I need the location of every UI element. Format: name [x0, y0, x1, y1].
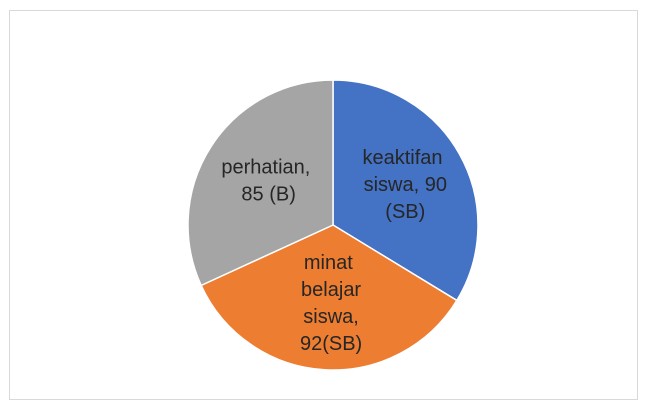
pie-slice [200, 224, 458, 371]
pie-slice [332, 79, 479, 302]
data-label: keaktifan siswa, 90 (SB) [358, 147, 447, 223]
data-label: perhatian, 85 (B) [221, 157, 310, 206]
pie-slice [187, 79, 334, 287]
data-label: minat belajar siswa, 92(SB) [294, 252, 362, 355]
